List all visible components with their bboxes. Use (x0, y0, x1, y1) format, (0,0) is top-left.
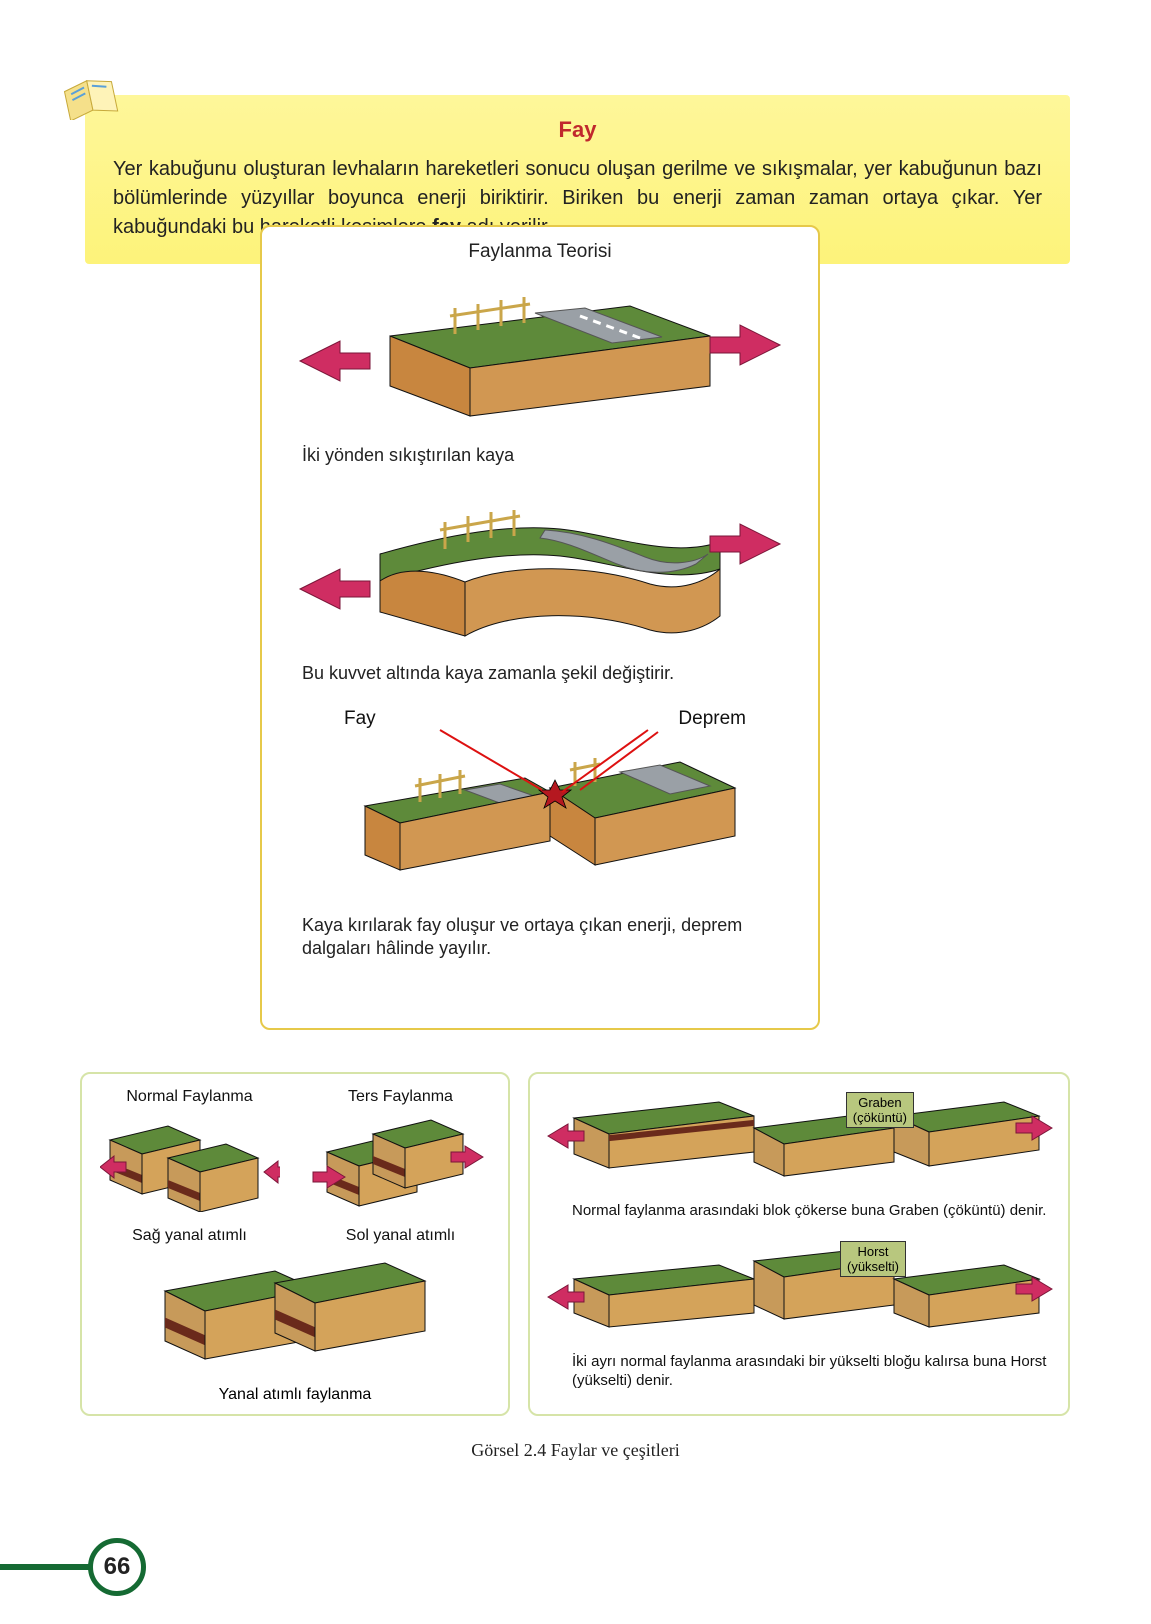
diagram-flat-block (290, 281, 790, 431)
step3-caption: Kaya kırılarak fay oluşur ve ortaya çıka… (284, 906, 796, 973)
arrow-right-icon (710, 325, 780, 365)
theory-box: Faylanma Teorisi (260, 225, 820, 1030)
definition-title: Fay (113, 117, 1042, 143)
page-footer: 66 (0, 1526, 200, 1596)
theory-step-3: Kaya kırılarak fay oluşur ve ortaya çıka… (284, 726, 796, 973)
diagram-strike-slip (145, 1251, 445, 1371)
label-ters: Ters Faylanma (305, 1088, 496, 1106)
diagram-bent-block (290, 489, 790, 649)
step1-caption: İki yönden sıkıştırılan kaya (284, 436, 796, 479)
label-sag: Sağ yanal atımlı (94, 1227, 285, 1245)
diagram-normal-fault (100, 1112, 280, 1212)
arrow-left-icon (300, 569, 370, 609)
label-normal: Normal Faylanma (94, 1088, 285, 1106)
theory-title: Faylanma Teorisi (284, 241, 796, 263)
theory-step-2: Bu kuvvet altında kaya zamanla şekil değ… (284, 489, 796, 697)
graben-caption: Normal faylanma arasındaki blok çökerse … (542, 1201, 1056, 1221)
diagram-horst (544, 1239, 1054, 1339)
figure-caption: Görsel 2.4 Faylar ve çeşitleri (0, 1440, 1151, 1461)
horst-caption: İki ayrı normal faylanma arasındaki bir … (542, 1352, 1056, 1391)
horst-label: Horst (yükselti) (840, 1241, 906, 1277)
diagram-graben (544, 1088, 1054, 1188)
diagram-reverse-fault (311, 1112, 491, 1212)
label-sol: Sol yanal atımlı (305, 1227, 496, 1245)
arrow-left-icon (300, 341, 370, 381)
panel-fault-types: Normal Faylanma (80, 1072, 510, 1416)
panel-graben-horst: Graben (çöküntü) Normal faylanma arasınd… (528, 1072, 1070, 1416)
bottom-panels: Normal Faylanma (80, 1072, 1070, 1416)
label-yanal: Yanal atımlı faylanma (94, 1386, 496, 1404)
book-icon (60, 72, 124, 120)
page-number: 66 (88, 1538, 146, 1596)
graben-label: Graben (çöküntü) (846, 1092, 914, 1128)
diagram-broken-block (290, 726, 790, 901)
step2-caption: Bu kuvvet altında kaya zamanla şekil değ… (284, 654, 796, 697)
theory-step-1: İki yönden sıkıştırılan kaya (284, 281, 796, 479)
